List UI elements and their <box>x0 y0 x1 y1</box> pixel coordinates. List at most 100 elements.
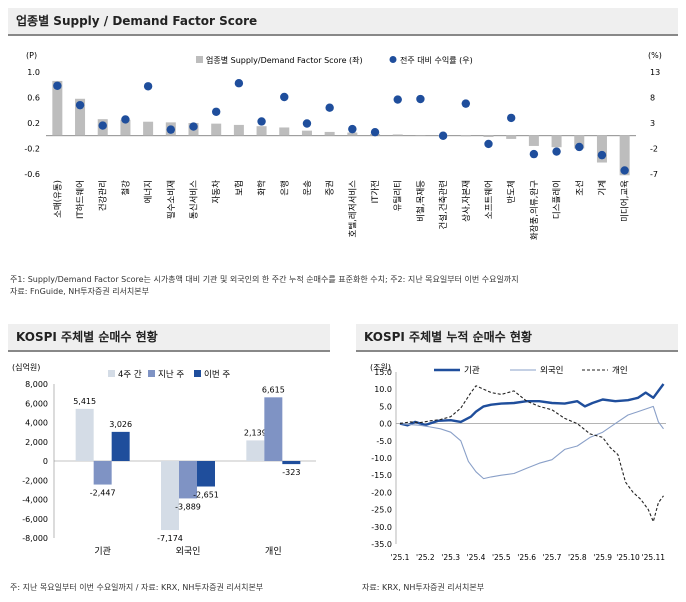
x-axis-tick: '25.10 <box>616 553 640 562</box>
y-axis-unit: (십억원) <box>12 362 40 372</box>
left-axis-tick: 1.0 <box>27 68 40 77</box>
y-axis-unit: (조원) <box>370 363 391 372</box>
net-buy-value-label: -2,651 <box>193 491 219 500</box>
net-buy-value-label: 3,026 <box>109 420 132 429</box>
net-buy-bar <box>111 431 130 461</box>
factor-score-bar <box>347 132 358 136</box>
legend-bar-label: 업종별 Supply/Demand Factor Score (좌) <box>206 55 363 65</box>
x-axis-tick: '25.1 <box>391 553 410 562</box>
legend-swatch <box>194 370 201 377</box>
weekly-return-dot <box>438 131 448 140</box>
category-label: 필수소비재 <box>166 180 177 219</box>
factor-score-bar <box>392 134 403 136</box>
factor-score-bar <box>596 135 607 163</box>
net-buy-value-label: 2,139 <box>244 428 267 437</box>
weekly-return-dot <box>416 94 425 104</box>
legend-label: 기관 <box>464 365 480 376</box>
left-axis-unit: (P) <box>26 51 37 60</box>
legend-swatch <box>108 370 115 377</box>
y-axis-tick: -4,000 <box>22 496 48 505</box>
category-label: 철강 <box>120 180 131 196</box>
weekly-return-dot <box>461 99 471 108</box>
y-axis-tick: 10.0 <box>374 385 392 394</box>
weekly-return-dot <box>529 149 539 159</box>
category-label: 화장품,의류,완구 <box>529 180 540 240</box>
sector-factor-score-chart: (P) (%) 1.0 0.6 0.2 -0.2 -0.6 13 8 3 -2 -7 소매(유통) IT하… <box>24 51 662 240</box>
weekly-return-dot <box>280 92 289 102</box>
category-label: IT하드웨어 <box>75 180 86 219</box>
bottom-left-note: 주: 지난 목요일부터 이번 수요일까지 / 자료: KRX, NH투자증권 리… <box>10 583 264 592</box>
x-axis-tick: '25.7 <box>543 553 562 562</box>
net-buy-bar <box>246 440 265 461</box>
factor-score-bar <box>233 124 244 136</box>
weekly-return-dot <box>484 139 493 149</box>
right-axis-tick: 13 <box>650 68 660 77</box>
category-label: 자동차 <box>212 180 222 204</box>
net-buy-bar <box>282 461 301 465</box>
weekly-return-dot <box>53 81 62 90</box>
right-axis-unit: (%) <box>648 51 662 60</box>
legend-swatch <box>148 370 155 377</box>
weekly-return-dot <box>189 122 198 131</box>
category-label: 은행 <box>279 180 290 196</box>
weekly-return-dot <box>302 119 312 128</box>
category-label: 비철,목재등 <box>415 180 426 222</box>
weekly-return-dot <box>575 142 584 152</box>
x-axis-tick: '25.9 <box>593 553 612 562</box>
factor-score-bar <box>324 131 335 136</box>
top-note-line1: 주1: Supply/Demand Factor Score는 시가총액 대비 … <box>10 275 519 284</box>
legend-dot-swatch <box>389 56 397 63</box>
y-axis-tick: 5.0 <box>379 402 392 411</box>
x-axis-tick: '25.3 <box>441 553 460 562</box>
factor-score-bar <box>301 130 312 136</box>
weekly-return-dot <box>98 121 107 130</box>
x-axis-tick: '25.5 <box>492 553 511 562</box>
factor-score-bar <box>528 135 539 146</box>
right-axis-tick: 8 <box>650 94 655 103</box>
factor-score-bar <box>52 80 63 136</box>
y-axis-tick: -30.0 <box>371 523 392 532</box>
cumulative-series-line <box>399 383 665 427</box>
top-source-note: 자료: FnGuide, NH투자증권 리서치본부 <box>10 287 149 296</box>
factor-score-bar <box>256 126 267 136</box>
category-label: 상사,자본재 <box>461 180 472 222</box>
net-buy-bar <box>75 408 94 461</box>
category-label: 보험 <box>235 180 245 196</box>
y-axis-tick: -6,000 <box>22 515 48 524</box>
left-axis-tick: -0.2 <box>24 145 40 154</box>
y-axis-tick: 4,000 <box>25 419 48 428</box>
factor-score-bar <box>574 135 585 149</box>
left-axis-tick: -0.6 <box>24 170 40 179</box>
category-label: 소프트웨어 <box>484 180 495 219</box>
factor-score-bar <box>483 135 494 138</box>
category-label: 미디어,교육 <box>620 180 631 222</box>
weekly-return-dot <box>597 150 607 160</box>
weekly-return-dot <box>506 113 516 123</box>
investor-category-label: 기관 <box>94 546 111 557</box>
weekly-return-dot <box>166 125 176 134</box>
x-axis-tick: '25.4 <box>467 553 486 562</box>
y-axis-tick: 8,000 <box>25 380 48 389</box>
category-label: 기계 <box>597 180 608 196</box>
weekly-return-dot <box>121 115 130 124</box>
weekly-return-dot <box>393 95 402 104</box>
bottom-right-note: 자료: KRX, NH투자증권 리서치본부 <box>362 583 485 592</box>
category-label: 조선 <box>575 180 585 196</box>
net-buy-bar <box>197 461 215 487</box>
y-axis-tick: -8,000 <box>22 534 48 543</box>
y-axis-tick: -5.0 <box>376 437 392 446</box>
factor-score-bar <box>75 98 86 136</box>
factor-score-bar <box>120 119 131 136</box>
category-label: 운송 <box>303 180 313 196</box>
y-axis-tick: -15.0 <box>371 471 392 480</box>
x-axis-tick: '25.11 <box>642 553 666 562</box>
factor-score-bar <box>143 121 154 136</box>
factor-score-bar <box>619 135 630 176</box>
legend-bar-swatch <box>196 56 203 63</box>
investor-category-label: 개인 <box>265 546 282 557</box>
weekly-return-dot <box>325 103 334 112</box>
top-section-title: 업종별 Supply / Demand Factor Score <box>8 8 678 36</box>
net-buy-bar <box>264 397 283 461</box>
category-label: 화학 <box>257 180 268 196</box>
weekly-return-dot <box>257 117 266 126</box>
